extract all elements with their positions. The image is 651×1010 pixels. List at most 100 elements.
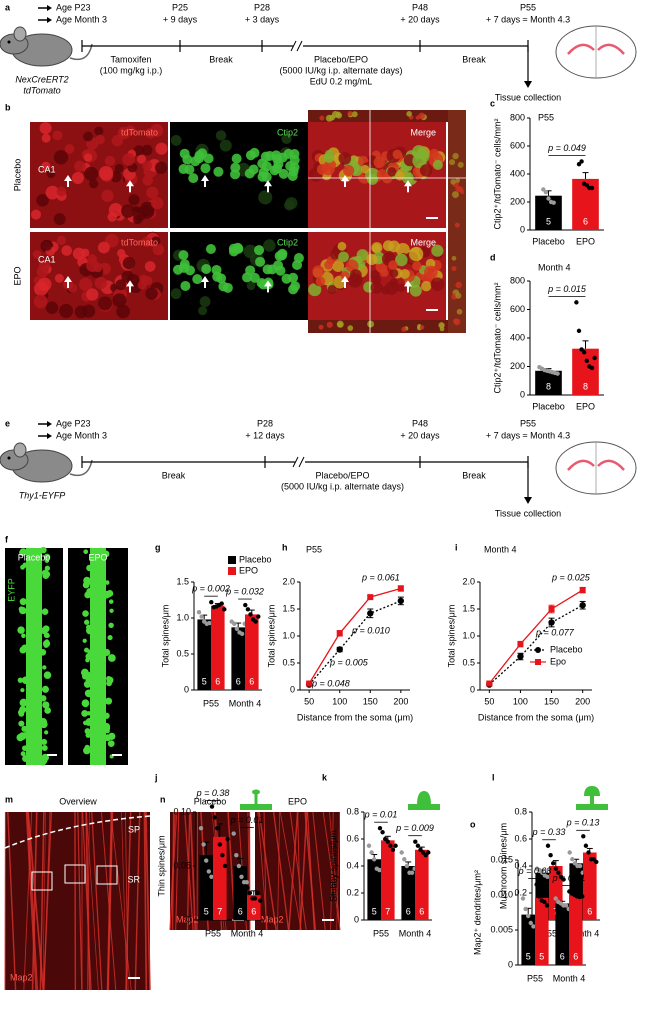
dendrite — [143, 811, 148, 991]
bar — [381, 840, 395, 920]
panel-letter: n — [160, 794, 166, 804]
spine — [108, 599, 114, 604]
group-label: Placebo — [18, 552, 51, 562]
data-point — [255, 890, 260, 896]
spine — [84, 744, 91, 751]
dendrite — [279, 811, 302, 931]
cell — [128, 194, 140, 206]
end-label: Tissue collection — [495, 92, 561, 102]
cell — [347, 325, 354, 331]
cell — [331, 110, 339, 118]
y-tick-label: 2.0 — [462, 576, 475, 586]
y-tick-label: 0.2 — [346, 887, 359, 897]
dendrite — [90, 548, 106, 765]
n-label: 5 — [202, 676, 207, 686]
p-value: p = 0.049 — [547, 143, 586, 153]
cell — [255, 256, 266, 267]
x-tick-label: Placebo — [532, 236, 565, 246]
data-point — [204, 858, 209, 863]
p-value: p = 0.009 — [395, 823, 434, 833]
cell — [215, 130, 227, 141]
data-point — [209, 804, 215, 809]
legend-swatch — [228, 567, 236, 575]
bar — [233, 866, 247, 920]
dendrite — [43, 811, 51, 991]
dendrite — [336, 811, 341, 931]
spine — [44, 565, 51, 571]
n-label: 7 — [217, 906, 222, 916]
cell — [456, 308, 463, 315]
spine — [44, 639, 49, 644]
y-tick-label: 0.4 — [514, 860, 527, 870]
cell — [201, 264, 212, 275]
cell — [170, 288, 182, 300]
cell — [287, 170, 298, 181]
spine — [84, 728, 91, 735]
cell — [260, 151, 271, 162]
arrow-head — [47, 433, 52, 439]
cell — [323, 152, 335, 164]
y-tick-label: 600 — [510, 140, 525, 150]
spine — [85, 653, 93, 661]
data-point — [222, 863, 228, 869]
dendrite — [85, 811, 91, 991]
cell — [180, 280, 191, 291]
spine — [83, 549, 89, 555]
cell — [199, 296, 211, 308]
phase-label: Break — [462, 54, 486, 64]
dendrite — [77, 811, 83, 991]
cell — [451, 266, 457, 272]
cell — [41, 161, 51, 171]
cell — [179, 148, 190, 159]
cell — [455, 178, 460, 183]
cell — [360, 164, 370, 174]
timeline-break — [296, 40, 303, 52]
cell — [327, 285, 337, 295]
arrow-head — [264, 180, 272, 187]
spine — [17, 626, 25, 634]
cell — [33, 294, 48, 309]
data-point — [561, 877, 566, 882]
cell — [337, 241, 347, 251]
data-point — [594, 859, 599, 865]
cell — [37, 277, 52, 292]
cell — [133, 145, 145, 157]
cell — [36, 194, 49, 207]
cell — [324, 260, 334, 270]
cell — [431, 244, 444, 257]
cell — [316, 163, 328, 175]
spine — [41, 685, 50, 693]
data-point — [248, 612, 253, 617]
spine-icon — [408, 804, 440, 810]
panel-letter: d — [490, 252, 496, 262]
dendrite — [258, 811, 277, 931]
y-tick-label: 1.5 — [462, 603, 475, 613]
stain-label: Map2 — [261, 914, 284, 924]
dendrite — [289, 811, 307, 931]
cell — [231, 153, 242, 164]
spine — [103, 648, 111, 657]
y-tick-label: 0.015 — [490, 854, 513, 864]
data-point — [372, 857, 377, 862]
mouse-tail — [69, 459, 93, 477]
cell — [366, 253, 378, 265]
cell — [198, 306, 208, 316]
data-point — [534, 882, 539, 887]
panel-letter: m — [5, 794, 13, 804]
spine — [109, 608, 114, 613]
cell — [245, 150, 256, 161]
bar — [247, 895, 261, 920]
cell — [150, 123, 164, 137]
timeline-break — [295, 459, 305, 465]
cell — [64, 144, 75, 154]
cell — [308, 283, 322, 297]
n-label: 5 — [204, 906, 209, 916]
bar — [555, 903, 569, 965]
y-tick-label: 0.8 — [346, 806, 359, 816]
layer-label: SR — [127, 874, 140, 884]
row-label: EPO — [12, 266, 22, 285]
spine — [108, 622, 114, 629]
data-point — [413, 839, 418, 844]
x-tick-label: Month 4 — [399, 928, 432, 938]
mouse-eye — [7, 40, 11, 44]
